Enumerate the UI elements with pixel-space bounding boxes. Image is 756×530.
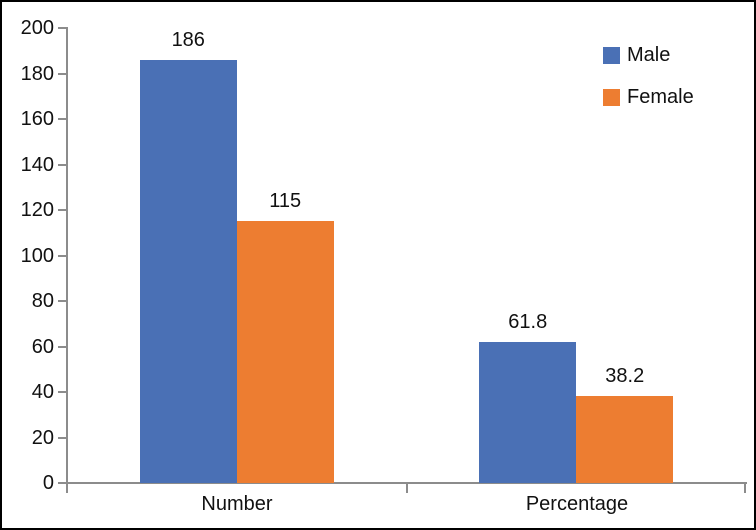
legend-label-male: Male (627, 44, 671, 66)
y-axis-tick-label: 120 (20, 199, 54, 221)
bar-female-percentage (576, 396, 674, 483)
y-axis-tick (58, 436, 67, 439)
y-axis-tick (58, 27, 67, 29)
legend-label-female: Female (627, 86, 694, 108)
legend-item-male: Male (603, 44, 694, 66)
y-axis-tick-label: 140 (20, 153, 54, 176)
y-axis-tick-label: 0 (42, 472, 54, 494)
x-axis-category-label-number: Number (201, 493, 273, 515)
x-axis-tick (66, 483, 68, 493)
bar-male-number (139, 59, 237, 483)
legend-item-female: Female (603, 86, 694, 108)
x-axis-tick (406, 483, 408, 493)
y-axis-tick-label: 20 (31, 426, 54, 449)
y-axis-tick (58, 482, 67, 484)
y-axis-tick-label: 100 (20, 244, 54, 267)
y-axis-tick-label: 200 (20, 17, 54, 39)
data-label-female-percentage: 38.2 (605, 365, 645, 388)
data-label-male-number: 186 (171, 28, 205, 51)
x-axis-category-label-percentage: Percentage (525, 493, 629, 515)
bar-female-number (236, 221, 334, 483)
y-axis-tick (58, 72, 67, 75)
y-axis-tick-label: 40 (31, 381, 54, 403)
data-label-female-number: 115 (269, 190, 302, 213)
y-axis-tick-label: 180 (20, 62, 54, 85)
bar-male-percentage (479, 342, 577, 483)
y-axis-tick (58, 391, 67, 393)
y-axis-tick (58, 345, 67, 348)
y-axis-tick-label: 60 (31, 335, 54, 358)
y-axis-tick (58, 300, 67, 302)
female-legend-swatch-icon (603, 88, 620, 106)
legend: Male Female (603, 44, 694, 130)
y-axis-tick-label: 80 (31, 290, 54, 312)
y-axis-tick (58, 118, 67, 120)
data-label-male-percentage: 61.8 (508, 311, 548, 334)
y-axis-tick (58, 163, 67, 166)
y-axis-line (66, 27, 68, 483)
y-axis-tick (58, 254, 67, 257)
y-axis-tick (58, 209, 67, 211)
male-legend-swatch-icon (603, 46, 620, 64)
x-axis-tick (744, 483, 746, 493)
y-axis-tick-label: 160 (20, 108, 54, 130)
